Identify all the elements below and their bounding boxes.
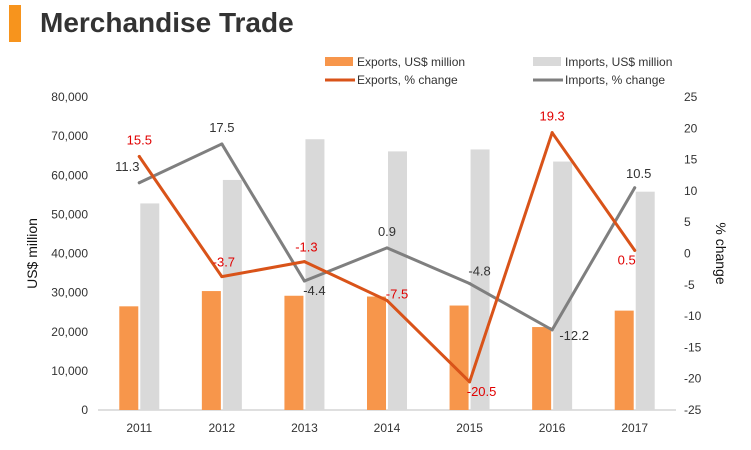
imports-bar bbox=[222, 179, 242, 410]
exports-change-line-point bbox=[220, 275, 224, 279]
legend-imports-bar-swatch bbox=[533, 57, 561, 66]
y-tick-label: 50,000 bbox=[51, 207, 88, 221]
exports-bar bbox=[119, 306, 139, 410]
legend-imports-line-label: Imports, % change bbox=[565, 73, 665, 87]
y2-tick-label: 0 bbox=[684, 247, 691, 261]
y-tick-label: 80,000 bbox=[51, 90, 88, 104]
legend-imports-bar-label: Imports, US$ million bbox=[565, 55, 672, 69]
legend-exports-line-label: Exports, % change bbox=[357, 73, 458, 87]
legend-exports-bar-swatch bbox=[325, 57, 353, 66]
exports-bar bbox=[284, 295, 304, 410]
imports-bar bbox=[140, 203, 160, 410]
imports-change-label: 0.9 bbox=[378, 224, 396, 239]
imports-change-label: 17.5 bbox=[209, 120, 234, 135]
y-tick-label: 10,000 bbox=[51, 364, 88, 378]
exports-change-label: -1.3 bbox=[295, 240, 317, 255]
y2-tick-label: 15 bbox=[684, 153, 698, 167]
exports-change-label: -20.5 bbox=[467, 384, 497, 399]
y-tick-label: 30,000 bbox=[51, 286, 88, 300]
imports-change-line-point bbox=[220, 142, 224, 146]
y2-tick-label: -15 bbox=[684, 340, 702, 354]
imports-bar bbox=[388, 151, 407, 411]
y2-tick-label: 10 bbox=[684, 184, 698, 198]
page-title: Merchandise Trade bbox=[40, 7, 294, 38]
imports-bar bbox=[470, 149, 490, 411]
y2-tick-label: -5 bbox=[684, 278, 695, 292]
exports-bar bbox=[201, 291, 221, 410]
y-tick-label: 60,000 bbox=[51, 168, 88, 182]
y-tick-label: 20,000 bbox=[51, 325, 88, 339]
exports-change-line-point bbox=[550, 131, 554, 135]
exports-change-label: -3.7 bbox=[213, 255, 235, 270]
y2-tick-label: -10 bbox=[684, 309, 702, 323]
imports-change-line-point bbox=[468, 282, 472, 286]
imports-change-line-point bbox=[302, 279, 306, 283]
exports-change-line-point bbox=[385, 298, 389, 302]
y2-tick-label: 20 bbox=[684, 121, 698, 135]
y2-tick-label: -25 bbox=[684, 403, 702, 417]
x-tick-label: 2014 bbox=[374, 421, 401, 435]
exports-change-line-point bbox=[468, 380, 472, 384]
legend-exports-bar-label: Exports, US$ million bbox=[357, 55, 465, 69]
exports-bar bbox=[614, 310, 634, 410]
y2-tick-label: 25 bbox=[684, 90, 698, 104]
exports-change-label: 0.5 bbox=[618, 252, 636, 267]
y2-tick-label: -20 bbox=[684, 372, 702, 386]
exports-change-line-point bbox=[633, 248, 637, 252]
exports-change-label: 15.5 bbox=[127, 132, 152, 147]
x-tick-label: 2011 bbox=[126, 421, 152, 435]
y-axis-title: US$ million bbox=[24, 218, 40, 289]
exports-bar bbox=[367, 296, 386, 410]
imports-change-label: 11.3 bbox=[115, 159, 139, 174]
imports-change-label: -4.8 bbox=[468, 264, 490, 279]
imports-change-line-point bbox=[137, 181, 141, 185]
x-tick-label: 2015 bbox=[456, 421, 483, 435]
y2-tick-label: 5 bbox=[684, 215, 691, 229]
y2-axis-title: % change bbox=[713, 222, 729, 284]
imports-change-label: -4.4 bbox=[303, 283, 325, 298]
x-tick-label: 2013 bbox=[291, 421, 318, 435]
imports-bar bbox=[305, 139, 325, 410]
x-tick-label: 2016 bbox=[539, 421, 566, 435]
x-tick-label: 2017 bbox=[621, 421, 648, 435]
exports-bar bbox=[532, 327, 552, 410]
imports-bar bbox=[635, 191, 655, 410]
imports-change-line-point bbox=[385, 246, 389, 250]
exports-bar bbox=[449, 305, 469, 410]
imports-change-line-point bbox=[633, 186, 637, 190]
imports-bar bbox=[553, 161, 573, 410]
y-tick-label: 40,000 bbox=[51, 247, 88, 261]
imports-change-label: 10.5 bbox=[626, 166, 651, 181]
x-tick-label: 2012 bbox=[209, 421, 236, 435]
imports-change-line-point bbox=[550, 328, 554, 332]
y-tick-label: 70,000 bbox=[51, 129, 88, 143]
exports-change-line-point bbox=[137, 154, 141, 158]
imports-change-label: -12.2 bbox=[559, 328, 589, 343]
exports-change-label: 19.3 bbox=[539, 109, 564, 124]
exports-change-label: -7.5 bbox=[386, 286, 408, 301]
y-tick-label: 0 bbox=[81, 403, 88, 417]
title-accent-bar bbox=[9, 5, 21, 42]
exports-change-line-point bbox=[302, 260, 306, 264]
